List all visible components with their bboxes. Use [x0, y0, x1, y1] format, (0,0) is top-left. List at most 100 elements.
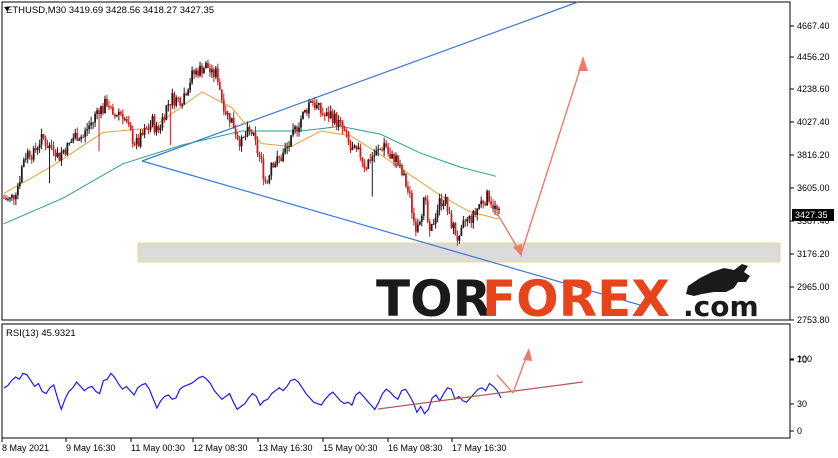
candle-body	[252, 132, 255, 135]
candle-body	[76, 132, 79, 141]
candle-body	[94, 113, 96, 123]
candle-body	[329, 111, 332, 119]
candle-body	[84, 130, 87, 137]
candle-body	[438, 198, 441, 210]
rsi-panel-frame	[1, 323, 791, 439]
candle-body	[422, 197, 425, 217]
candle-body	[414, 221, 417, 232]
candle-body	[478, 204, 481, 209]
candle-body	[191, 70, 193, 83]
candle-body	[218, 81, 221, 90]
candle-body	[151, 116, 154, 126]
time-axis-label: 13 May 16:30	[258, 443, 313, 453]
candle-body	[349, 142, 352, 150]
candle-body	[141, 132, 144, 135]
candle-body	[96, 110, 98, 114]
candle-body	[494, 205, 496, 209]
candle-body	[185, 93, 188, 96]
candle-body	[48, 145, 51, 149]
candle-body	[486, 191, 489, 206]
candle-body	[282, 152, 285, 162]
candle-body	[50, 145, 53, 147]
candle-body	[82, 136, 85, 138]
candle-body	[220, 89, 223, 100]
candle-body	[72, 137, 75, 142]
candle-body	[468, 215, 471, 219]
candle-body	[139, 132, 142, 147]
candle-body	[424, 197, 427, 201]
candle-body	[113, 114, 116, 117]
candle-body	[333, 113, 336, 123]
candle-body	[209, 68, 211, 73]
candle-body	[195, 70, 197, 75]
candle-body	[212, 69, 215, 78]
candle-body	[149, 125, 152, 130]
time-axis-label: 8 May 2021	[2, 443, 49, 453]
candle-body	[16, 186, 19, 196]
candle-body	[205, 62, 207, 69]
candle-body	[228, 113, 231, 123]
candle-body	[395, 155, 397, 163]
candle-body	[416, 224, 419, 232]
candle-body	[240, 137, 243, 147]
price-axis-label: 2965.00	[797, 282, 830, 292]
candle-body	[260, 156, 263, 160]
candle-body	[317, 103, 320, 106]
candle-body	[5, 197, 7, 200]
time-axis-label: 12 May 08:30	[193, 443, 248, 453]
candle-body	[78, 139, 81, 141]
candle-body	[121, 113, 124, 120]
candle-body	[44, 138, 47, 146]
candle-body	[482, 200, 485, 204]
rsi-axis-label: 30	[797, 399, 807, 409]
candle-body	[153, 116, 156, 133]
candle-body	[276, 156, 279, 165]
forecast-arrow-price	[496, 56, 588, 257]
candle-body	[18, 182, 21, 187]
candle-body	[86, 129, 89, 131]
candle-body	[22, 159, 25, 167]
price-axis-label: 3176.20	[797, 249, 830, 259]
bull-icon	[686, 264, 750, 296]
candle-body	[68, 142, 71, 144]
candle-body	[498, 208, 500, 210]
candle-body	[436, 209, 439, 218]
symbol-header: ETHUSD,M30 3419.69 3428.56 3418.27 3427.…	[6, 5, 214, 16]
candle-body	[337, 119, 340, 127]
candle-body	[462, 220, 465, 228]
candle-body	[458, 235, 461, 241]
dropdown-arrow-icon[interactable]	[4, 7, 10, 11]
candle-body	[450, 213, 453, 229]
candle-body	[222, 99, 225, 112]
logo-forex: FOREX	[482, 270, 670, 328]
candle-body	[234, 128, 237, 136]
candle-body	[177, 97, 180, 99]
candle-body	[262, 159, 265, 179]
candle-body	[197, 70, 199, 76]
candle-body	[381, 149, 384, 151]
candle-body	[361, 157, 364, 163]
candle-body	[238, 139, 241, 147]
candle-body	[56, 152, 59, 157]
rsi-axis-label: 70	[797, 355, 807, 365]
candle-body	[230, 117, 233, 123]
candle-body	[201, 65, 203, 74]
candle-body	[430, 224, 433, 231]
candle-body	[147, 129, 150, 131]
candle-body	[418, 221, 421, 225]
candle-body	[405, 173, 407, 187]
candle-body	[488, 191, 490, 202]
candle-body	[108, 106, 110, 108]
candle-body	[470, 215, 473, 223]
candle-body	[355, 145, 358, 150]
candle-body	[490, 201, 492, 205]
last-price-tag: 3427.35	[792, 209, 834, 221]
candle-body	[313, 102, 316, 109]
torforex-logo: TOR FOREX .com	[376, 264, 759, 328]
candle-body	[274, 164, 277, 168]
candle-body	[373, 155, 376, 157]
candle-body	[375, 150, 378, 156]
candle-body	[36, 147, 39, 151]
rsi-axis-label: 100	[797, 354, 812, 364]
